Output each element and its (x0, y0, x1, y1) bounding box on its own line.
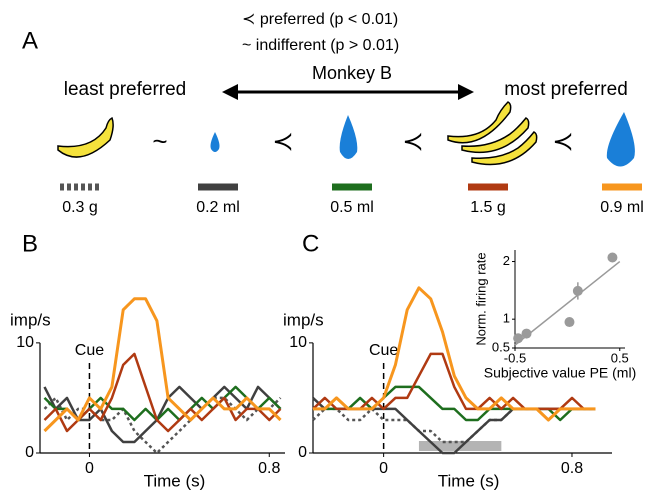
y-tick-label: 10 (16, 334, 34, 351)
fit-line (514, 260, 621, 346)
trace (312, 407, 596, 444)
trace (313, 286, 596, 422)
item-label: 0.2 ml (196, 199, 240, 216)
relation: ≺ (402, 126, 424, 156)
y-tick-label: 1 (503, 311, 510, 326)
y-tick-label: 10 (289, 334, 307, 351)
trace (43, 297, 282, 433)
least-label: least preferred (64, 79, 187, 100)
x-tick-label: -0.5 (504, 350, 526, 365)
x-tick-label: 0.8 (258, 460, 280, 477)
cue-label: Cue (75, 342, 104, 359)
x-axis-label: Subjective value PE (ml) (484, 365, 637, 381)
y-tick-label: 0.5 (492, 339, 510, 354)
point (513, 333, 524, 344)
item-label: 0.3 g (62, 199, 98, 216)
y-tick-label: 0 (298, 444, 307, 461)
point (521, 328, 532, 339)
legend-preferred: ≺ preferred (p < 0.01) (242, 11, 398, 28)
panel-letter: C (302, 230, 319, 257)
double-arrow (222, 84, 474, 100)
point (564, 317, 575, 328)
y-axis-label: imp/s (10, 310, 51, 329)
point (572, 285, 583, 296)
x-tick-label: 0.5 (611, 350, 629, 365)
legend-indifferent: ~ indifferent (p > 0.01) (242, 37, 399, 54)
y-tick-label: 2 (503, 253, 510, 268)
monkey-label: Monkey B (312, 63, 392, 83)
x-axis-label: Time (s) (144, 471, 206, 490)
drop-medium (339, 115, 358, 159)
x-tick-label: 0 (379, 460, 388, 477)
item-label: 0.9 ml (600, 199, 644, 216)
relation: ≺ (272, 126, 294, 156)
drop-large (606, 112, 635, 167)
point (607, 252, 618, 263)
item-label: 1.5 g (470, 199, 506, 216)
banana (57, 116, 114, 158)
item-label: 0.5 ml (330, 199, 374, 216)
cue-label: Cue (369, 342, 398, 359)
y-tick-label: 0 (25, 444, 34, 461)
drop-small (210, 132, 220, 152)
y-axis-label: Norm. firing rate (473, 252, 488, 345)
trace (43, 352, 282, 433)
x-tick-label: 0 (85, 460, 94, 477)
x-tick-label: 0.8 (561, 460, 583, 477)
panel-letter: A (22, 27, 38, 54)
x-axis-label: Time (s) (438, 471, 500, 490)
panel-letter: B (22, 230, 38, 257)
y-axis-label: imp/s (283, 310, 324, 329)
most-label: most preferred (504, 79, 628, 100)
relation: ≺ (552, 126, 574, 156)
bananas (447, 101, 538, 166)
relation: ~ (152, 126, 167, 156)
